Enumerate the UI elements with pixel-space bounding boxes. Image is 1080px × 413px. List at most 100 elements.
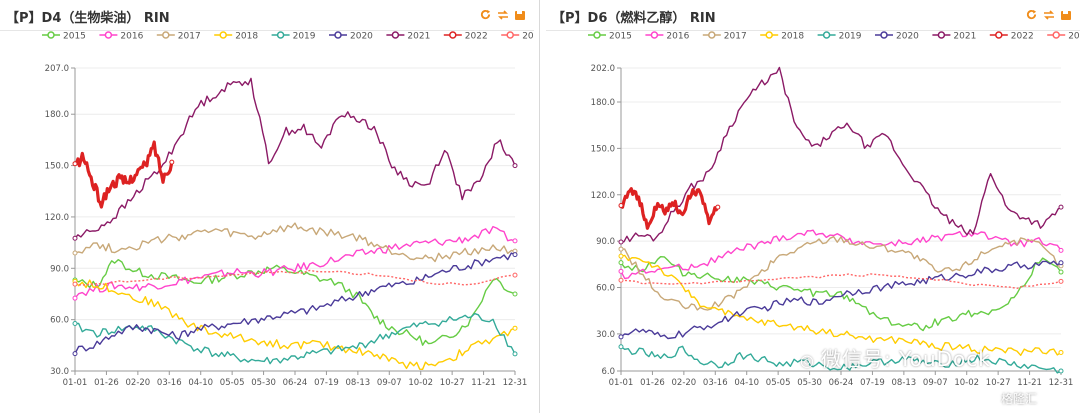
x-tick-label: 07-19 bbox=[860, 378, 885, 388]
series-line-2022[interactable] bbox=[74, 140, 174, 209]
series-line-2021[interactable] bbox=[74, 77, 516, 239]
legend-label: 2018 bbox=[781, 32, 804, 42]
legend-item[interactable]: 2017 bbox=[702, 31, 747, 42]
series-endpoint-2019 bbox=[72, 321, 78, 327]
legend-item[interactable]: 2015-2021均值 bbox=[501, 30, 534, 42]
series-endpoint-2022 bbox=[169, 159, 175, 165]
series-line-2018[interactable] bbox=[74, 279, 516, 370]
legend-label: 2018 bbox=[235, 32, 258, 42]
legend-marker bbox=[995, 31, 1003, 39]
panel-title: 【P】D4（生物柴油） RIN bbox=[6, 11, 170, 26]
legend-item[interactable]: 2015 bbox=[588, 31, 632, 42]
x-tick-label: 09-07 bbox=[923, 378, 948, 388]
x-tick-label: 02-20 bbox=[126, 378, 151, 388]
x-tick-label: 05-30 bbox=[251, 378, 276, 388]
y-tick-label: 120.0 bbox=[45, 213, 69, 223]
chart-swap-icon[interactable] bbox=[496, 8, 509, 21]
legend-item[interactable]: 2016 bbox=[99, 31, 144, 42]
legend-item[interactable]: 2018 bbox=[214, 31, 258, 42]
series-endpoint-2020 bbox=[1058, 260, 1064, 266]
chart-swap-icon[interactable] bbox=[1042, 8, 1055, 21]
series-endpoint-2020 bbox=[72, 351, 78, 357]
legend-item[interactable]: 2018 bbox=[760, 31, 804, 42]
legend-item[interactable]: 2019 bbox=[271, 31, 316, 42]
download-icon[interactable] bbox=[1059, 8, 1072, 21]
y-tick-label: 60.0 bbox=[50, 316, 69, 326]
legend-label: 2015-2021均值 bbox=[1068, 30, 1080, 42]
series-endpoint-avg bbox=[72, 281, 78, 287]
y-tick-label: 30.0 bbox=[50, 367, 69, 377]
refresh-icon[interactable] bbox=[479, 8, 492, 21]
legend-item[interactable]: 2020 bbox=[875, 31, 919, 42]
y-tick-label: 90.0 bbox=[596, 237, 615, 247]
legend-marker bbox=[506, 31, 514, 39]
x-tick-label: 05-30 bbox=[797, 378, 822, 388]
series-endpoint-2021 bbox=[512, 163, 518, 169]
legend-item[interactable]: 2020 bbox=[329, 31, 373, 42]
legend-item[interactable]: 2015-2021均值 bbox=[1047, 30, 1080, 42]
x-tick-label: 01-26 bbox=[94, 378, 119, 388]
series-endpoint-2021 bbox=[618, 239, 624, 245]
legend-item[interactable]: 2021 bbox=[386, 31, 430, 42]
series-endpoint-avg bbox=[1058, 278, 1064, 284]
series-line-2020[interactable] bbox=[74, 252, 516, 355]
legend-item[interactable]: 2019 bbox=[817, 31, 862, 42]
panel-toolbar bbox=[479, 8, 526, 21]
legend-label: 2021 bbox=[953, 32, 976, 42]
y-tick-label: 202.0 bbox=[591, 64, 615, 74]
series-line-2019[interactable] bbox=[75, 312, 516, 365]
x-tick-label: 09-07 bbox=[377, 378, 402, 388]
series-line-2019[interactable] bbox=[620, 345, 1062, 374]
y-tick-label: 120.0 bbox=[591, 191, 615, 201]
x-tick-label: 05-05 bbox=[220, 378, 245, 388]
series-line-2017[interactable] bbox=[74, 222, 516, 263]
series-line-2017[interactable] bbox=[621, 236, 1062, 311]
legend-label: 2022 bbox=[1011, 32, 1034, 42]
series-endpoint-2015 bbox=[512, 291, 518, 297]
legend-item[interactable]: 2022 bbox=[443, 31, 488, 42]
series-line-avg[interactable] bbox=[620, 273, 1062, 290]
series-line-2018[interactable] bbox=[620, 254, 1062, 356]
legend-marker bbox=[1052, 31, 1060, 39]
series-endpoint-2017 bbox=[618, 246, 624, 252]
series-endpoint-2019 bbox=[1058, 368, 1064, 374]
legend-item[interactable]: 2022 bbox=[989, 31, 1034, 42]
legend-marker bbox=[880, 31, 888, 39]
legend-item[interactable]: 2017 bbox=[156, 31, 201, 42]
legend-marker bbox=[937, 31, 946, 39]
legend-label: 2022 bbox=[465, 32, 488, 42]
legend-label: 2019 bbox=[293, 32, 316, 42]
series-line-2020[interactable] bbox=[620, 260, 1062, 340]
x-tick-label: 03-16 bbox=[703, 378, 728, 388]
series-line-2022[interactable] bbox=[619, 187, 720, 230]
x-tick-label: 10-27 bbox=[440, 378, 465, 388]
refresh-icon[interactable] bbox=[1025, 8, 1038, 21]
chart-legend: 2015 2016 2017 2018 2019 2020 2021 2022 2015-202… bbox=[588, 30, 1080, 42]
series-line-2015[interactable] bbox=[620, 256, 1062, 332]
legend-item[interactable]: 2021 bbox=[932, 31, 976, 42]
x-tick-label: 12-31 bbox=[1049, 378, 1074, 388]
series-endpoint-2020 bbox=[618, 334, 624, 340]
panel-header: 【P】D6（燃料乙醇） RIN bbox=[546, 0, 1080, 31]
series-endpoint-avg bbox=[512, 272, 518, 278]
series-endpoint-2022 bbox=[72, 161, 78, 167]
chart-legend: 2015 2016 2017 2018 2019 2020 2021 2022 2015-202… bbox=[42, 30, 534, 42]
download-icon[interactable] bbox=[513, 8, 526, 21]
x-axis: 01-01 01-26 02-20 03-16 04-10 05-05 05-30 06-24… bbox=[609, 370, 1074, 388]
series-endpoint-2022 bbox=[618, 203, 624, 209]
x-tick-label: 10-02 bbox=[408, 378, 433, 388]
series-line-2021[interactable] bbox=[620, 66, 1062, 243]
chart-panel-d4: 【P】D4（生物柴油） RIN 2015 2016 2017 2018 2019 2020… bbox=[0, 0, 534, 413]
y-tick-label: 207.0 bbox=[45, 64, 69, 74]
x-tick-label: 11-21 bbox=[471, 378, 496, 388]
legend-label: 2019 bbox=[839, 32, 862, 42]
y-axis: 30.0 60.0 90.0 120.0 150.0 180.0 207.0 bbox=[45, 64, 515, 377]
legend-item[interactable]: 2016 bbox=[645, 31, 690, 42]
series-endpoint-2015 bbox=[1058, 269, 1064, 275]
series-line-2016[interactable] bbox=[620, 229, 1062, 280]
series-line-2015[interactable] bbox=[74, 259, 516, 346]
series-endpoint-avg bbox=[618, 277, 624, 283]
panel-title: 【P】D6（燃料乙醇） RIN bbox=[552, 11, 716, 26]
series-line-2016[interactable] bbox=[74, 225, 516, 299]
legend-item[interactable]: 2015 bbox=[42, 31, 86, 42]
